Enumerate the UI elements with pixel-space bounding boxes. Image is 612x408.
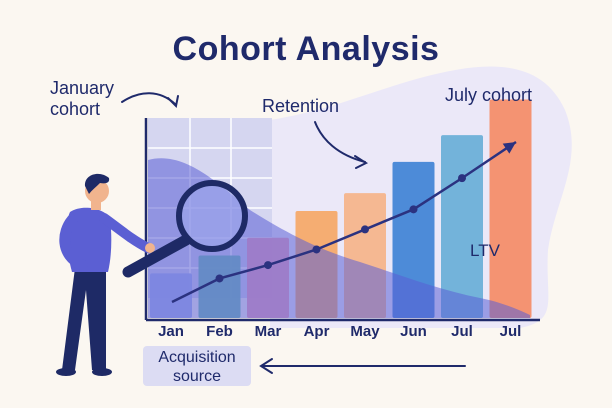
trend-points	[215, 174, 466, 283]
x-tick-may-4: May	[350, 323, 380, 340]
retention-label: Retention	[262, 96, 340, 116]
source-arrow-icon	[259, 358, 466, 374]
acquisition-source-box: Acquisition source	[143, 346, 251, 386]
retention-area	[148, 158, 530, 318]
ltv-label: LTV	[470, 241, 500, 260]
bar-jul-7	[489, 99, 532, 319]
trend-point-3	[312, 245, 321, 254]
retention-arrow-icon	[314, 121, 369, 169]
january-arrow-icon	[121, 92, 179, 109]
page-title: Cohort Analysis	[172, 30, 440, 68]
bar-jul-6	[441, 135, 483, 318]
trend-point-1	[215, 274, 224, 283]
magnifier-icon	[122, 180, 248, 278]
analyst-person-icon	[56, 173, 155, 376]
january-cohort-label: January cohort	[50, 78, 115, 119]
ltv-trend-line	[171, 140, 517, 304]
x-tick-jul-7: Jul	[499, 323, 522, 340]
trend-arrowhead	[502, 142, 516, 154]
x-tick-apr-3: Apr	[303, 323, 330, 340]
x-tick-jul-6: Jul	[451, 323, 473, 340]
trend-point-2	[264, 261, 272, 270]
trend-point-5	[409, 205, 418, 214]
trend-point-4	[361, 225, 369, 234]
x-tick-feb-1: Feb	[206, 323, 233, 340]
x-tick-mar-2: Mar	[254, 323, 282, 340]
july-cohort-label: July cohort	[445, 85, 533, 105]
x-tick-jan-0: Jan	[158, 323, 184, 340]
trend-point-6	[458, 174, 466, 183]
x-tick-jun-5: Jun	[400, 323, 427, 340]
